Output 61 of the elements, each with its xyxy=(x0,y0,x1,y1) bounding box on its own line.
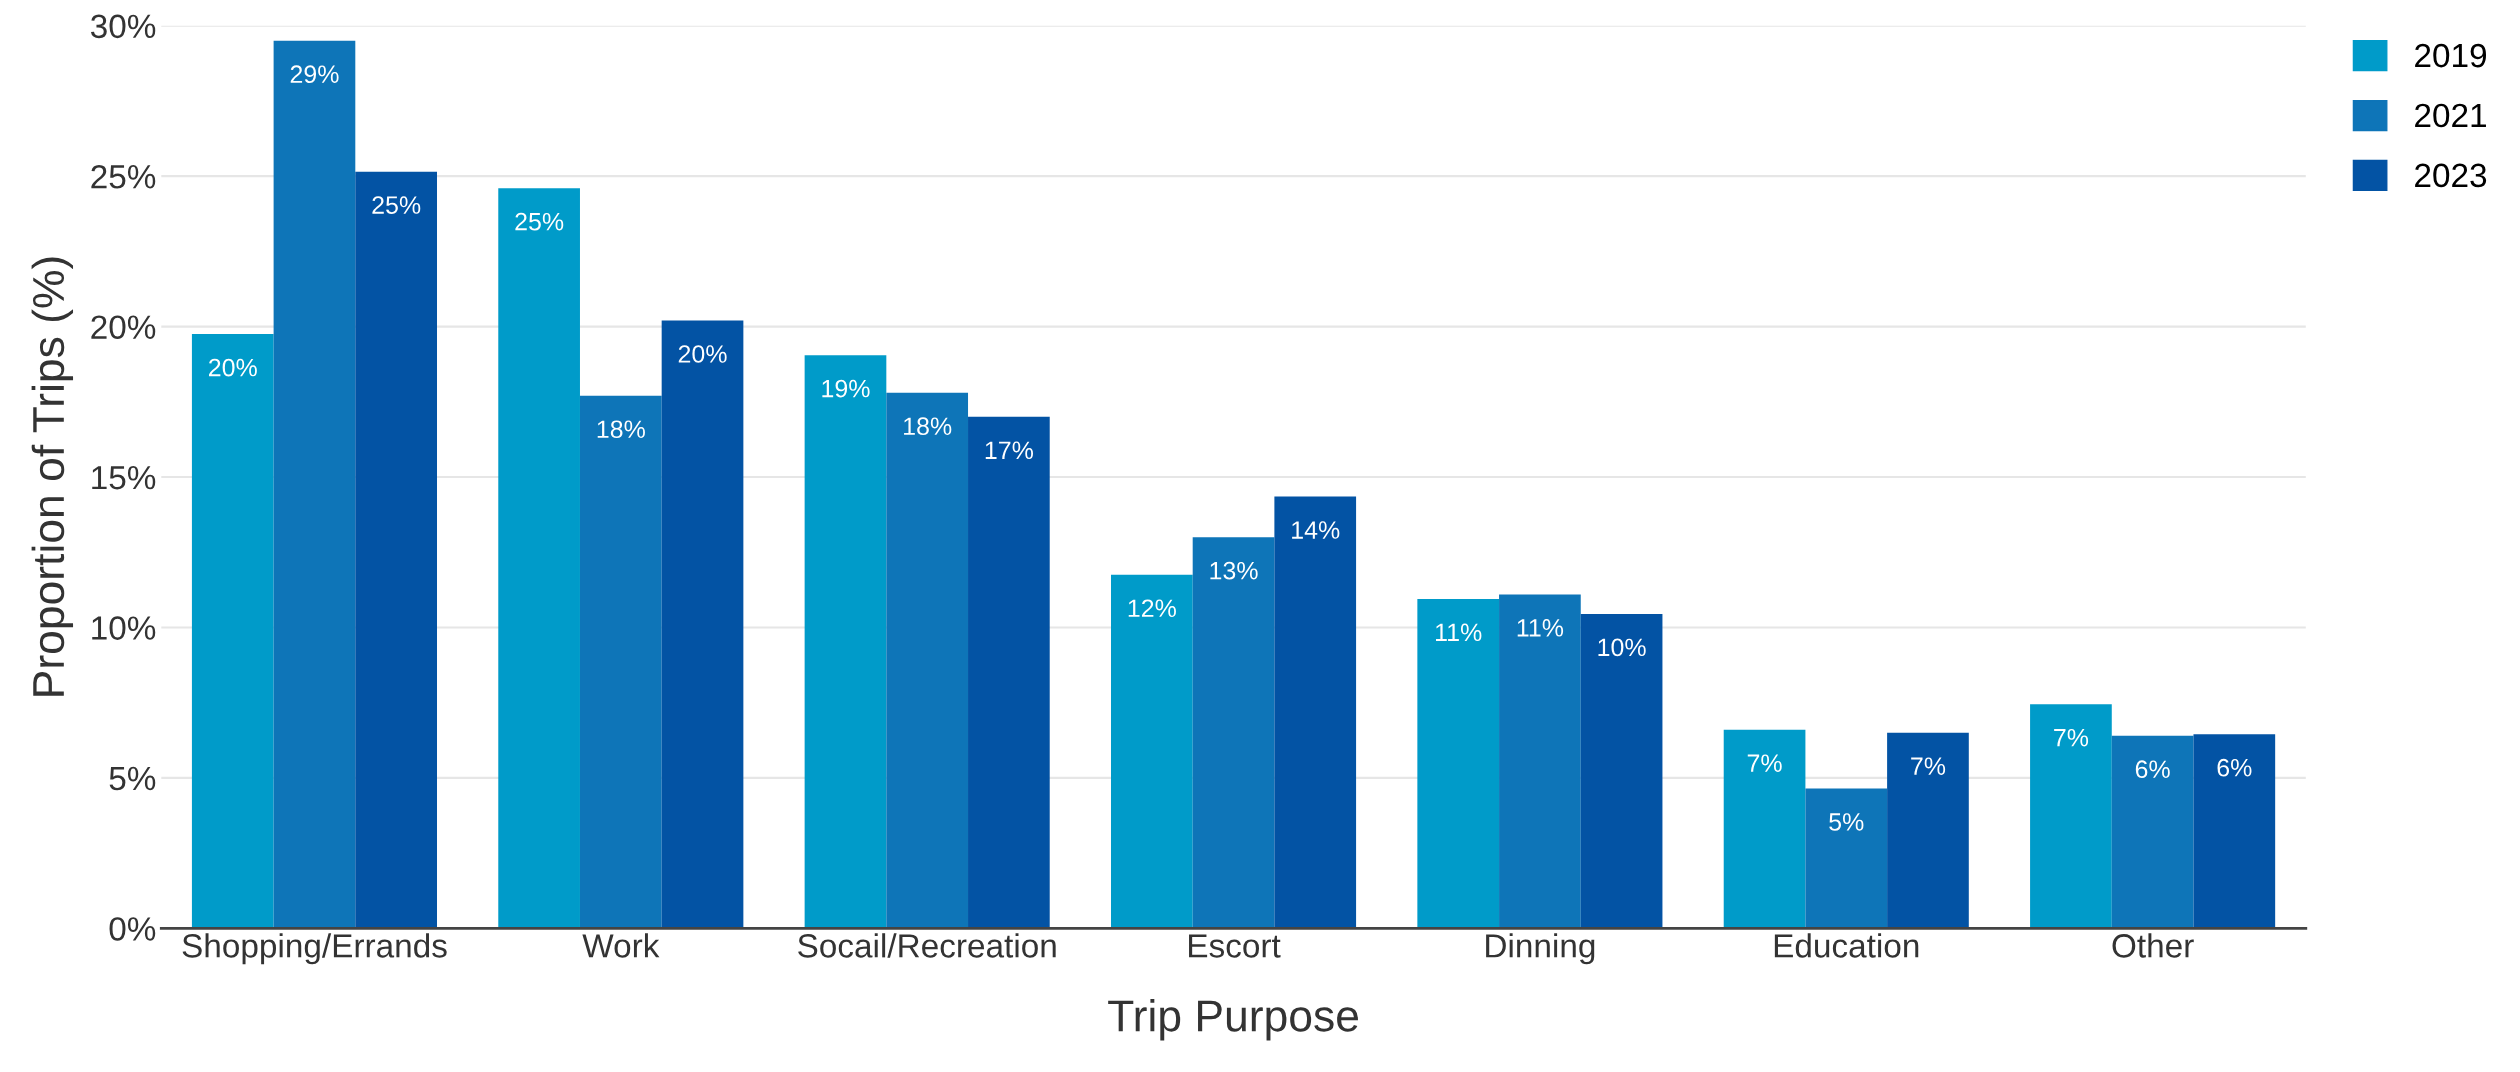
data-label: 6% xyxy=(2135,760,2170,779)
y-tick-label: 5% xyxy=(109,766,156,791)
y-tick-label: 20% xyxy=(91,315,156,340)
bar xyxy=(355,171,437,929)
y-tick-label: 10% xyxy=(92,616,156,640)
y-tick-label: 30% xyxy=(90,14,156,39)
bar xyxy=(1417,598,1500,929)
legend-label: 2023 xyxy=(2415,163,2487,188)
x-tick-label: Other xyxy=(2112,933,2194,958)
data-label: 25% xyxy=(515,212,564,231)
bar xyxy=(2193,734,2276,929)
bar xyxy=(1111,574,1193,929)
bar xyxy=(804,355,887,929)
data-label: 20% xyxy=(209,358,257,377)
data-label: 20% xyxy=(678,345,727,363)
x-tick-label: Work xyxy=(582,933,660,958)
data-label: 12% xyxy=(1128,599,1176,618)
data-label: 5% xyxy=(1829,813,1864,831)
data-label: 18% xyxy=(597,420,645,439)
bar xyxy=(1887,732,1969,929)
data-label: 29% xyxy=(290,65,339,84)
bar xyxy=(1274,496,1357,929)
bar xyxy=(1723,729,1806,929)
bar xyxy=(2030,704,2112,929)
legend-label: 2021 xyxy=(2415,103,2486,128)
x-tick-label: Dinning xyxy=(1486,933,1595,965)
bar xyxy=(1580,613,1663,929)
data-label: 7% xyxy=(1911,757,1946,775)
bar xyxy=(886,392,969,929)
data-label: 14% xyxy=(1292,521,1340,539)
bar xyxy=(1805,788,1888,929)
bar xyxy=(2111,735,2194,929)
y-axis-title: Proportion of Trips (%) xyxy=(31,257,74,696)
y-tick-label: 0% xyxy=(109,917,156,941)
x-tick-label: Education xyxy=(1774,933,1919,958)
bar xyxy=(1192,537,1275,929)
bar xyxy=(191,334,274,929)
data-label: 6% xyxy=(2217,758,2252,777)
legend-label: 2019 xyxy=(2415,43,2487,68)
x-tick-label: Shopping/Errands xyxy=(182,933,447,965)
data-label: 7% xyxy=(1747,754,1782,772)
data-label: 18% xyxy=(904,417,952,436)
data-label: 25% xyxy=(372,196,421,214)
bar xyxy=(579,395,662,929)
data-label: 7% xyxy=(2054,728,2089,747)
y-tick-label: 25% xyxy=(91,164,156,189)
data-label: 10% xyxy=(1598,638,1646,657)
x-tick-label: Socail/Recreation xyxy=(798,933,1056,958)
bar xyxy=(661,320,744,929)
data-label: 11% xyxy=(1517,619,1564,637)
y-tick-label: 15% xyxy=(92,465,156,490)
bar xyxy=(273,40,356,929)
data-label: 17% xyxy=(985,441,1034,460)
data-label: 19% xyxy=(822,379,870,398)
x-axis-title: Trip Purpose xyxy=(1108,999,1358,1041)
bar xyxy=(968,416,1050,929)
bar xyxy=(1499,594,1581,929)
x-tick-label: Escort xyxy=(1189,934,1281,958)
bar xyxy=(498,188,580,929)
data-label: 11% xyxy=(1436,623,1482,642)
data-label: 13% xyxy=(1210,561,1258,580)
